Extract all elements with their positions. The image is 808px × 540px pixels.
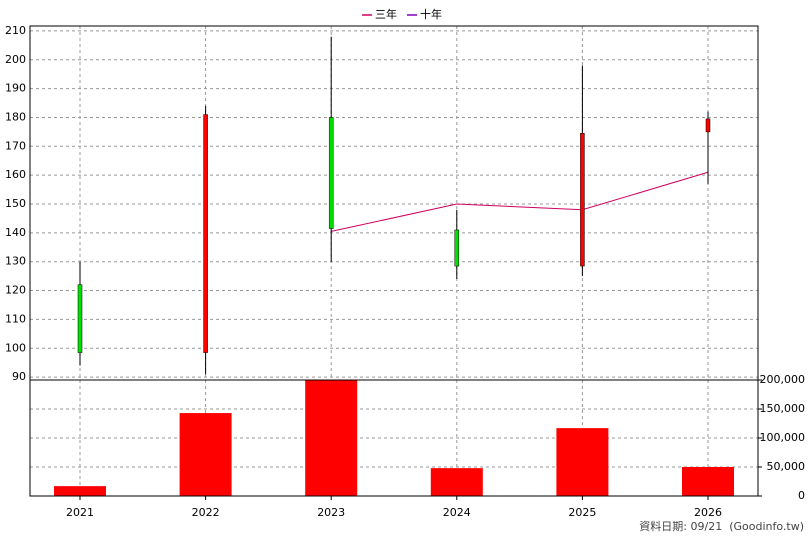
line-series [331, 171, 709, 232]
y-tick-label: 200 [5, 53, 26, 66]
y-tick-label: 100 [5, 341, 26, 354]
volume-panel-frame [29, 379, 759, 497]
x-tick-label: 2025 [568, 506, 596, 519]
x-tick-label: 2026 [694, 506, 722, 519]
y-tick-label: 180 [5, 110, 26, 123]
x-tick-label: 2022 [192, 506, 220, 519]
y-tick-label: 190 [5, 82, 26, 95]
candle-body [580, 133, 585, 267]
y-tick-label: 160 [5, 168, 26, 181]
volume-bar [682, 467, 734, 496]
y2-tick-label: 50,000 [767, 460, 806, 473]
y2-tick-label: 150,000 [760, 402, 806, 415]
y-tick-label: 110 [5, 312, 26, 325]
y-tick-label: 170 [5, 139, 26, 152]
y-tick-label: 90 [12, 370, 26, 383]
x-tick-label: 2024 [443, 506, 471, 519]
legend-label: 三年 [375, 7, 397, 21]
y-tick-label: 130 [5, 255, 26, 268]
candle-body [705, 118, 711, 133]
y-tick-label: 150 [5, 197, 26, 210]
volume-bar [430, 468, 483, 496]
y2-tick-label: 0 [798, 489, 805, 502]
footnote: 資料日期: 09/21 (Goodinfo.tw) [639, 519, 804, 533]
legend-label: 十年 [420, 7, 442, 21]
y-tick-label: 120 [5, 284, 26, 297]
volume-bar [556, 428, 609, 496]
candle-body [77, 284, 83, 353]
volume-bar [305, 380, 358, 496]
candle-body [454, 229, 460, 267]
x-tick-label: 2023 [317, 506, 345, 519]
x-tick-label: 2021 [66, 506, 94, 519]
volume-bar [179, 413, 232, 496]
y2-tick-label: 200,000 [760, 373, 806, 386]
candle-body [328, 117, 334, 229]
y-tick-label: 210 [5, 24, 26, 37]
y2-tick-label: 100,000 [760, 431, 806, 444]
volume-bar [54, 486, 106, 496]
y-tick-label: 140 [5, 226, 26, 239]
candle-body [203, 114, 208, 353]
